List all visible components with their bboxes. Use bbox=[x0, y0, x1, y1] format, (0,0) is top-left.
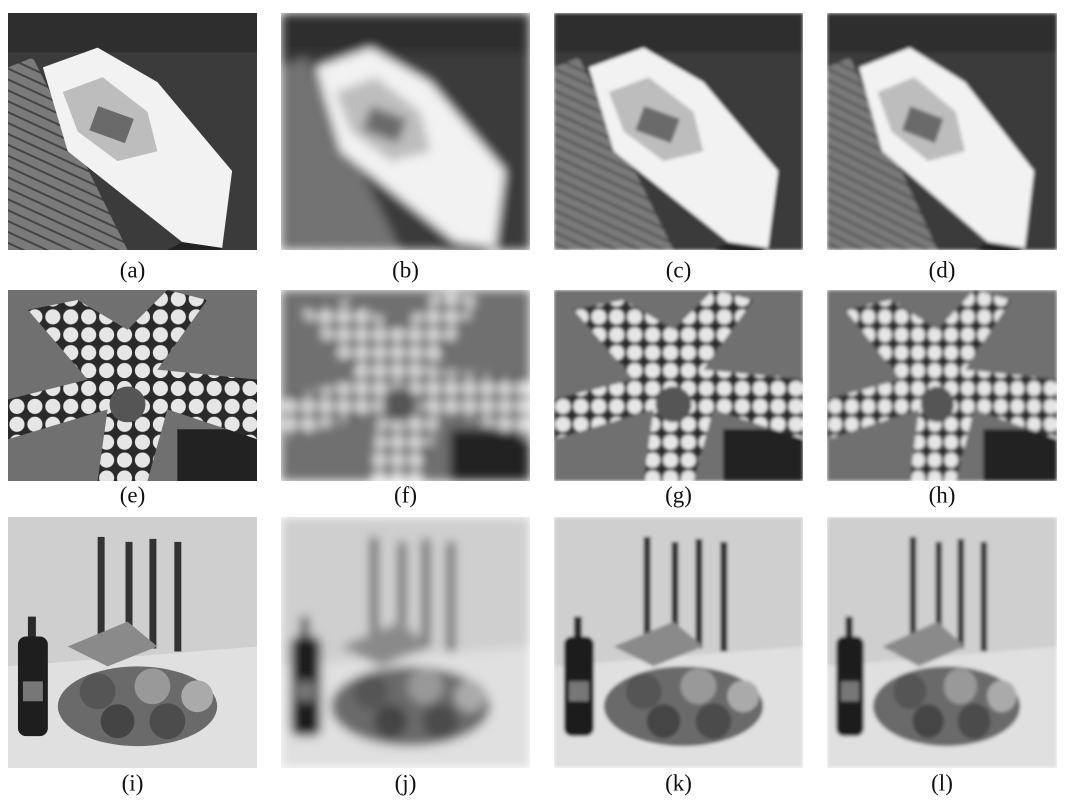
figure: (a) (b) (c) (d) (e) (f) (g) (h) (i) (j) (k) (l) bbox=[0, 0, 1065, 798]
scene bbox=[554, 290, 803, 481]
scene bbox=[827, 290, 1057, 481]
panel-caption: (c) bbox=[666, 257, 692, 282]
panel-image bbox=[554, 290, 803, 481]
scene bbox=[281, 13, 530, 255]
panel-image bbox=[8, 13, 257, 255]
panel-image bbox=[8, 517, 257, 768]
panel-caption: (k) bbox=[665, 770, 692, 795]
panel-caption: (h) bbox=[929, 482, 956, 507]
panel-image bbox=[554, 517, 803, 768]
panel-caption: (a) bbox=[120, 257, 146, 282]
panel-caption: (d) bbox=[929, 257, 956, 282]
panel-image bbox=[554, 13, 803, 255]
panel-caption: (e) bbox=[120, 482, 146, 507]
panel-image bbox=[8, 290, 257, 481]
page: (a)(b)(c)(d)(e)(f)(g)(h)(i)(j)(k)(l) (()… bbox=[0, 0, 1065, 803]
scene bbox=[827, 517, 1057, 768]
scene bbox=[281, 517, 530, 768]
scene bbox=[8, 13, 257, 255]
panel-image bbox=[827, 13, 1057, 255]
panel-caption: (g) bbox=[665, 482, 692, 507]
panel-image bbox=[281, 13, 530, 255]
panel-image bbox=[827, 290, 1057, 481]
panel-caption: (b) bbox=[392, 257, 419, 282]
scene bbox=[281, 290, 530, 481]
panel-image bbox=[827, 517, 1057, 768]
scene bbox=[827, 13, 1057, 255]
panel-caption: (j) bbox=[395, 770, 417, 795]
panel-image bbox=[281, 290, 530, 481]
scene bbox=[554, 517, 803, 768]
panel-caption: (l) bbox=[931, 770, 953, 795]
scene bbox=[8, 517, 257, 768]
panel-caption: (i) bbox=[122, 770, 144, 795]
scene bbox=[8, 290, 257, 481]
panel-image bbox=[281, 517, 530, 768]
scene bbox=[554, 13, 803, 255]
panel-caption: (f) bbox=[394, 482, 417, 507]
